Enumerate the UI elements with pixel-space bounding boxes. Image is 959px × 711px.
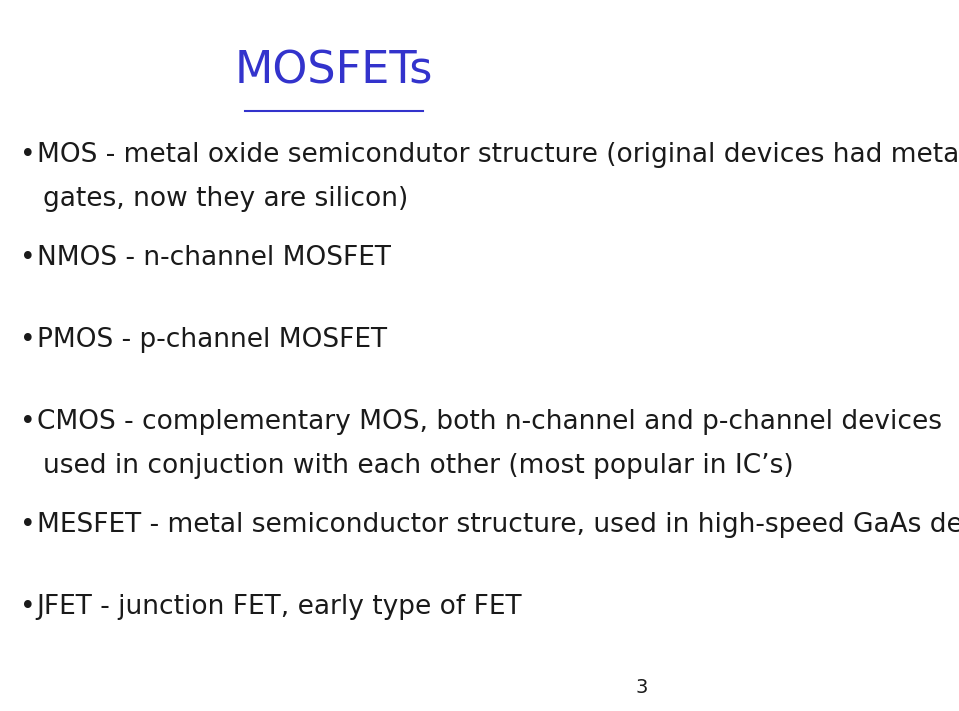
Text: MOSFETs: MOSFETs: [235, 50, 433, 92]
Text: MOS - metal oxide semicondutor structure (original devices had metal: MOS - metal oxide semicondutor structure…: [36, 142, 959, 169]
Text: •: •: [20, 142, 35, 169]
Text: MESFET - metal semiconductor structure, used in high-speed GaAs devices: MESFET - metal semiconductor structure, …: [36, 512, 959, 538]
Text: 3: 3: [636, 678, 648, 697]
Text: •: •: [20, 512, 35, 538]
Text: gates, now they are silicon): gates, now they are silicon): [43, 186, 409, 213]
Text: •: •: [20, 409, 35, 435]
Text: •: •: [20, 594, 35, 620]
Text: used in conjuction with each other (most popular in IC’s): used in conjuction with each other (most…: [43, 453, 794, 479]
Text: CMOS - complementary MOS, both n-channel and p-channel devices: CMOS - complementary MOS, both n-channel…: [36, 409, 942, 435]
Text: JFET - junction FET, early type of FET: JFET - junction FET, early type of FET: [36, 594, 523, 620]
Text: •: •: [20, 245, 35, 272]
Text: PMOS - p-channel MOSFET: PMOS - p-channel MOSFET: [36, 327, 386, 353]
Text: NMOS - n-channel MOSFET: NMOS - n-channel MOSFET: [36, 245, 390, 272]
Text: •: •: [20, 327, 35, 353]
